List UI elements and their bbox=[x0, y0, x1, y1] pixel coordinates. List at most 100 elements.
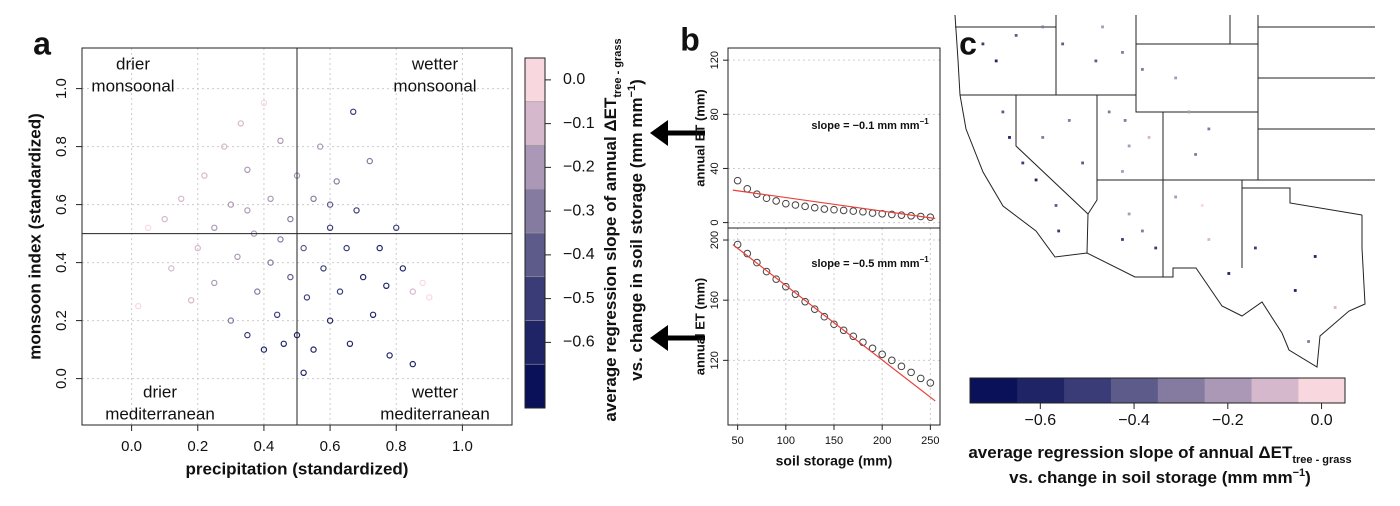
site-point bbox=[1333, 306, 1337, 309]
point bbox=[280, 340, 287, 347]
point bbox=[227, 201, 235, 208]
point bbox=[333, 178, 340, 185]
colorbar-label: average regression slope of annual ΔETtr… bbox=[968, 443, 1351, 465]
state-lines bbox=[955, 15, 1375, 277]
point bbox=[393, 224, 400, 231]
point bbox=[926, 379, 935, 387]
site-point bbox=[1313, 255, 1317, 258]
x-tick-label: 150 bbox=[825, 435, 843, 447]
quadrant-label: drier bbox=[116, 54, 150, 73]
point bbox=[888, 210, 896, 219]
site-point bbox=[1174, 195, 1178, 199]
plot-frame bbox=[727, 227, 941, 426]
colorbar-label-text: ) bbox=[1305, 468, 1311, 487]
quadrant-label: wetter bbox=[411, 54, 459, 73]
point bbox=[878, 350, 886, 359]
x-tick-label: 250 bbox=[921, 435, 939, 447]
x-tick-label: 0.6 bbox=[320, 438, 341, 455]
point bbox=[267, 259, 274, 266]
point bbox=[326, 317, 334, 324]
point bbox=[260, 99, 268, 107]
colorbar-label: average regression slope of annual ΔETtr… bbox=[601, 38, 623, 421]
point bbox=[383, 282, 390, 289]
site-point bbox=[1147, 136, 1151, 139]
colorbar-frame bbox=[969, 377, 1346, 404]
point bbox=[772, 275, 780, 283]
point bbox=[426, 294, 433, 301]
site-point bbox=[1121, 170, 1124, 173]
slope-text: slope = −0.5 mm mm bbox=[811, 258, 919, 270]
y-tick-label: 0.8 bbox=[53, 136, 70, 157]
site-point bbox=[1014, 34, 1018, 37]
x-tick-label: 1.0 bbox=[452, 438, 473, 455]
colorbar-tick-label: −0.6 bbox=[563, 334, 595, 351]
y-tick-label: 0.2 bbox=[53, 310, 70, 331]
site-point bbox=[1174, 76, 1178, 80]
point bbox=[244, 166, 251, 173]
x-tick-label: 100 bbox=[777, 435, 795, 447]
colorbar-bin bbox=[524, 320, 546, 365]
point bbox=[409, 360, 416, 368]
colorbar-bin bbox=[1297, 377, 1346, 404]
point bbox=[227, 317, 235, 324]
point bbox=[300, 244, 307, 252]
point bbox=[801, 297, 809, 306]
point bbox=[849, 332, 858, 341]
coast-border bbox=[954, 14, 1366, 368]
colorbar-label-superscript: −1 bbox=[1293, 467, 1306, 479]
y-tick-label: 1.0 bbox=[53, 78, 70, 99]
point bbox=[316, 143, 324, 150]
point bbox=[733, 176, 742, 185]
colorbar-bin bbox=[1110, 377, 1158, 404]
colorbar-bin bbox=[1157, 377, 1205, 404]
site-point bbox=[1001, 110, 1005, 114]
colorbar-tick-label: 0.0 bbox=[1310, 412, 1332, 429]
site-point bbox=[1307, 340, 1310, 343]
x-tick-label: 50 bbox=[732, 435, 744, 447]
colorbar-frame bbox=[524, 57, 546, 409]
point bbox=[386, 352, 393, 359]
point bbox=[310, 195, 317, 202]
point bbox=[820, 312, 829, 321]
y-tick-label: 160 bbox=[709, 291, 721, 309]
quadrant-label: wetter bbox=[411, 382, 459, 401]
colorbar-label-text: average regression slope of annual ΔET bbox=[968, 443, 1293, 462]
y-axis-label: annual ET (mm) bbox=[692, 278, 707, 376]
colorbar-tick-label: 0.0 bbox=[563, 71, 585, 88]
point bbox=[187, 297, 195, 304]
plot-frame bbox=[727, 47, 941, 229]
point bbox=[343, 244, 350, 252]
colorbar-tick-label: −0.2 bbox=[563, 159, 595, 176]
site-point bbox=[994, 59, 998, 63]
site-point bbox=[1141, 229, 1144, 233]
colorbar-label-text: ) bbox=[627, 79, 646, 85]
slope-annotation: slope = −0.1 mm mm−1 bbox=[811, 117, 929, 132]
point bbox=[820, 205, 829, 213]
x-tick-label: 0.4 bbox=[253, 438, 274, 455]
site-point bbox=[1293, 289, 1297, 292]
point bbox=[194, 244, 201, 252]
y-tick-label: 120 bbox=[709, 351, 721, 369]
point bbox=[791, 201, 800, 209]
y-tick-label: 0.4 bbox=[53, 252, 70, 273]
y-tick-label: 0 bbox=[709, 220, 721, 226]
site-point bbox=[1127, 144, 1131, 148]
point bbox=[310, 346, 317, 353]
site-point bbox=[1194, 153, 1197, 156]
panel-label: a bbox=[33, 25, 51, 61]
point bbox=[849, 207, 858, 215]
panel-label: b bbox=[680, 21, 700, 57]
point bbox=[888, 356, 896, 365]
point bbox=[221, 143, 228, 150]
point bbox=[762, 267, 771, 276]
fit-line bbox=[732, 189, 936, 220]
point bbox=[326, 201, 334, 208]
point bbox=[287, 215, 294, 223]
point bbox=[762, 194, 771, 203]
plot-frame bbox=[81, 47, 513, 426]
site-point bbox=[1187, 110, 1191, 114]
y-axis-label: monsoon index (standardized) bbox=[25, 113, 44, 360]
colorbar-tick-label: −0.6 bbox=[1025, 412, 1057, 429]
site-point bbox=[1121, 238, 1124, 241]
